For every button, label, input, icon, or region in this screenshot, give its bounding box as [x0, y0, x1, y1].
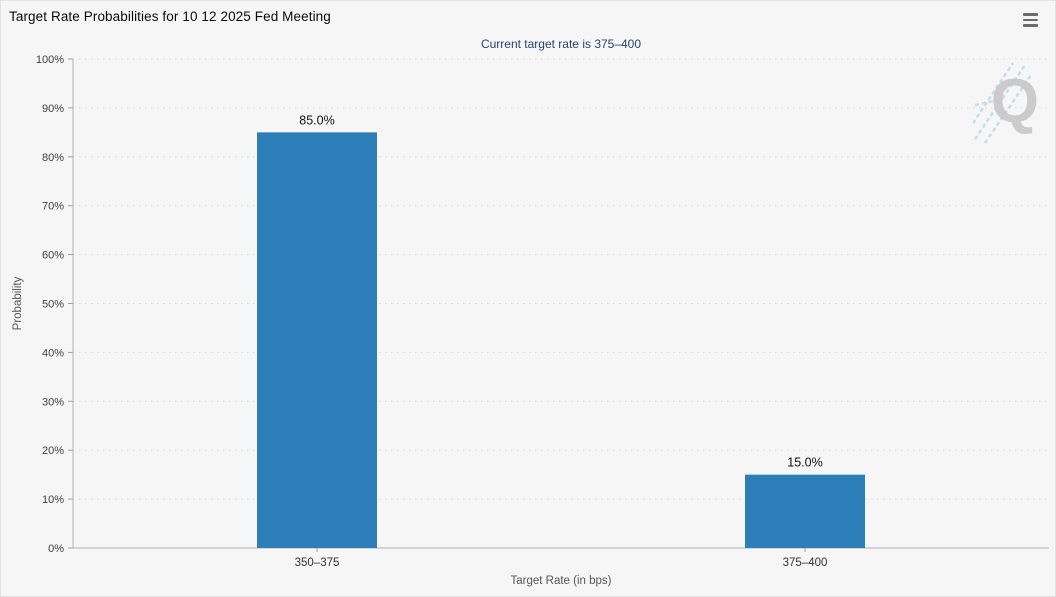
x-tick-label: 375–400 [783, 557, 828, 569]
y-tick-label: 70% [42, 201, 64, 213]
y-tick-label: 100% [36, 54, 64, 66]
y-tick-label: 50% [42, 299, 64, 311]
chart-title: Target Rate Probabilities for 10 12 2025… [9, 9, 331, 24]
y-tick-label: 30% [42, 396, 64, 408]
y-tick-label: 20% [42, 445, 64, 457]
y-axis-title: Probability [12, 276, 24, 330]
y-tick-label: 90% [42, 103, 64, 115]
y-tick-label: 80% [42, 152, 64, 164]
chart-subtitle: Current target rate is 375–400 [480, 37, 642, 51]
hamburger-menu-icon[interactable] [1023, 12, 1041, 28]
x-axis-title: Target Rate (in bps) [511, 575, 612, 587]
y-tick-label: 0% [48, 543, 64, 555]
y-tick-label: 10% [42, 494, 64, 506]
y-tick-label: 60% [42, 250, 64, 262]
x-tick-label: 350–375 [295, 557, 340, 569]
y-tick-label: 40% [42, 347, 64, 359]
bar-value-label: 15.0% [787, 456, 822, 470]
probability-bar[interactable] [257, 132, 377, 548]
probability-bar[interactable] [745, 474, 865, 548]
hamburger-bar [1023, 13, 1038, 16]
hamburger-bar [1023, 18, 1038, 22]
bar-value-label: 85.0% [299, 113, 334, 127]
hamburger-bar [1023, 24, 1038, 27]
